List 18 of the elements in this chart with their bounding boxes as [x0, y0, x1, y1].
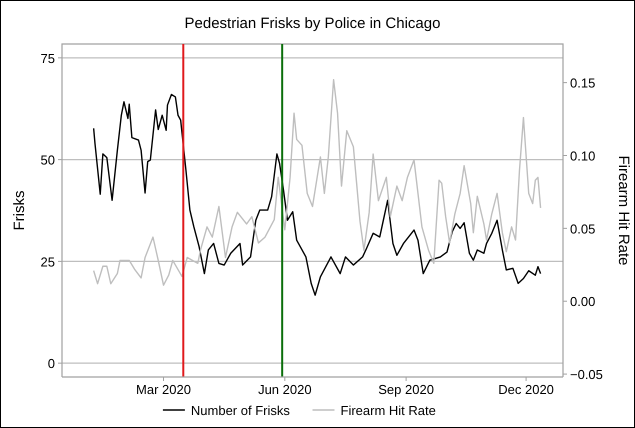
x-tick-label: Dec 2020 — [498, 382, 554, 397]
y-tick-label: 25 — [40, 254, 55, 270]
x-tick-label: Sep 2020 — [378, 382, 434, 397]
legend-label: Firearm Hit Rate — [340, 403, 436, 418]
y2-tick-label: 0.05 — [570, 221, 596, 236]
y2-tick-label: 0.00 — [570, 294, 596, 310]
legend-label: Number of Frisks — [190, 403, 290, 418]
y2-tick-label: −0.05 — [570, 367, 603, 382]
chart-title: Pedestrian Frisks by Police in Chicago — [184, 15, 440, 32]
y-tick-label: 0 — [48, 356, 55, 372]
y2-tick-label: 0.15 — [570, 76, 596, 91]
y2-axis-title: Firearm Hit Rate — [615, 155, 632, 266]
y2-tick-label: 0.10 — [570, 148, 596, 164]
y-tick-label: 50 — [40, 152, 55, 168]
x-tick-label: Jun 2020 — [258, 382, 312, 397]
x-tick-label: Mar 2020 — [136, 382, 191, 397]
y-axis-title: Frisks — [11, 190, 28, 230]
y-tick-label: 75 — [40, 50, 55, 66]
